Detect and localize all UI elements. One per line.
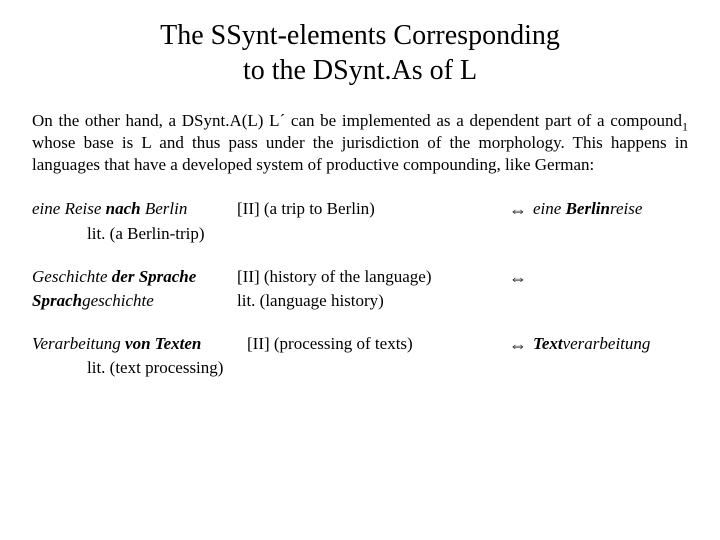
ex3-right-a: Text — [533, 334, 563, 353]
example-3: Verarbeitung von Texten [II] (processing… — [32, 333, 688, 380]
ex3-right: Textverarbeitung — [533, 333, 688, 356]
ex2-mid2: lit. (language history) — [237, 290, 503, 313]
ex2-left2: Sprachgeschichte — [32, 290, 237, 313]
ex3-left: Verarbeitung von Texten — [32, 333, 247, 356]
example-2-row1: Geschichte der Sprache [II] (history of … — [32, 266, 688, 290]
ex3-literal: lit. (text processing) — [32, 357, 688, 380]
ex2-left-a: Geschichte — [32, 267, 112, 286]
ex1-left: eine Reise nach Berlin — [32, 198, 237, 221]
ex3-right-b: verarbeitung — [563, 334, 651, 353]
example-1-row: eine Reise nach Berlin [II] (a trip to B… — [32, 198, 688, 222]
ex1-left-b: nach — [106, 199, 141, 218]
example-2-row2: Sprachgeschichte lit. (language history) — [32, 290, 688, 313]
equiv-arrow-icon: ⇔ — [503, 266, 533, 290]
intro-paragraph: On the other hand, a DSynt.A(L) L´ can b… — [32, 110, 688, 176]
example-3-row: Verarbeitung von Texten [II] (processing… — [32, 333, 688, 357]
equiv-arrow-icon: ⇔ — [503, 198, 533, 222]
ex2-mid: [II] (history of the language) — [237, 266, 503, 289]
ex3-left-b: von Texten — [125, 334, 201, 353]
ex1-right-a: eine — [533, 199, 566, 218]
ex1-mid: [II] (a trip to Berlin) — [237, 198, 503, 221]
ex2-left2-a: Sprach — [32, 291, 82, 310]
ex2-left2-b: geschichte — [82, 291, 154, 310]
title-line-1: The SSynt-elements Corresponding — [160, 20, 560, 51]
ex1-left-a: eine Reise — [32, 199, 106, 218]
ex1-right-b: Berlin — [566, 199, 610, 218]
ex1-literal: lit. (a Berlin-trip) — [32, 223, 688, 246]
ex2-left: Geschichte der Sprache — [32, 266, 237, 289]
ex1-left-c: Berlin — [141, 199, 188, 218]
ex1-right: eine Berlinreise — [533, 198, 688, 221]
page-title: The SSynt-elements Corresponding to the … — [32, 18, 688, 88]
title-line-2: to the DSynt.As of L — [243, 55, 477, 86]
slide-container: The SSynt-elements Corresponding to the … — [0, 0, 720, 420]
ex1-right-c: reise — [610, 199, 642, 218]
example-2: Geschichte der Sprache [II] (history of … — [32, 266, 688, 313]
ex2-left-b: der Sprache — [112, 267, 197, 286]
equiv-arrow-icon: ⇔ — [503, 333, 533, 357]
para-part2: whose base is L and thus pass under the … — [32, 133, 688, 174]
ex3-mid: [II] (processing of texts) — [247, 333, 503, 356]
ex3-left-a: Verarbeitung — [32, 334, 125, 353]
para-part1: On the other hand, a DSynt.A(L) L´ can b… — [32, 111, 682, 130]
example-1: eine Reise nach Berlin [II] (a trip to B… — [32, 198, 688, 245]
subscript-1: 1 — [682, 119, 688, 133]
